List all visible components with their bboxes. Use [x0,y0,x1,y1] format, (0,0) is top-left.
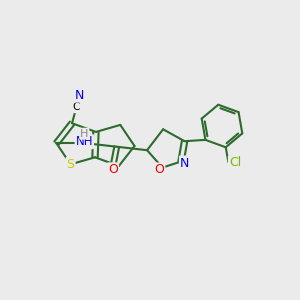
Text: N: N [180,157,189,169]
Text: S: S [67,158,75,171]
Text: N: N [75,88,84,102]
Text: O: O [108,163,118,176]
Text: Cl: Cl [229,156,241,170]
Text: H: H [80,129,88,139]
Text: C: C [73,102,80,112]
Text: NH: NH [76,135,93,148]
Text: O: O [154,164,164,176]
